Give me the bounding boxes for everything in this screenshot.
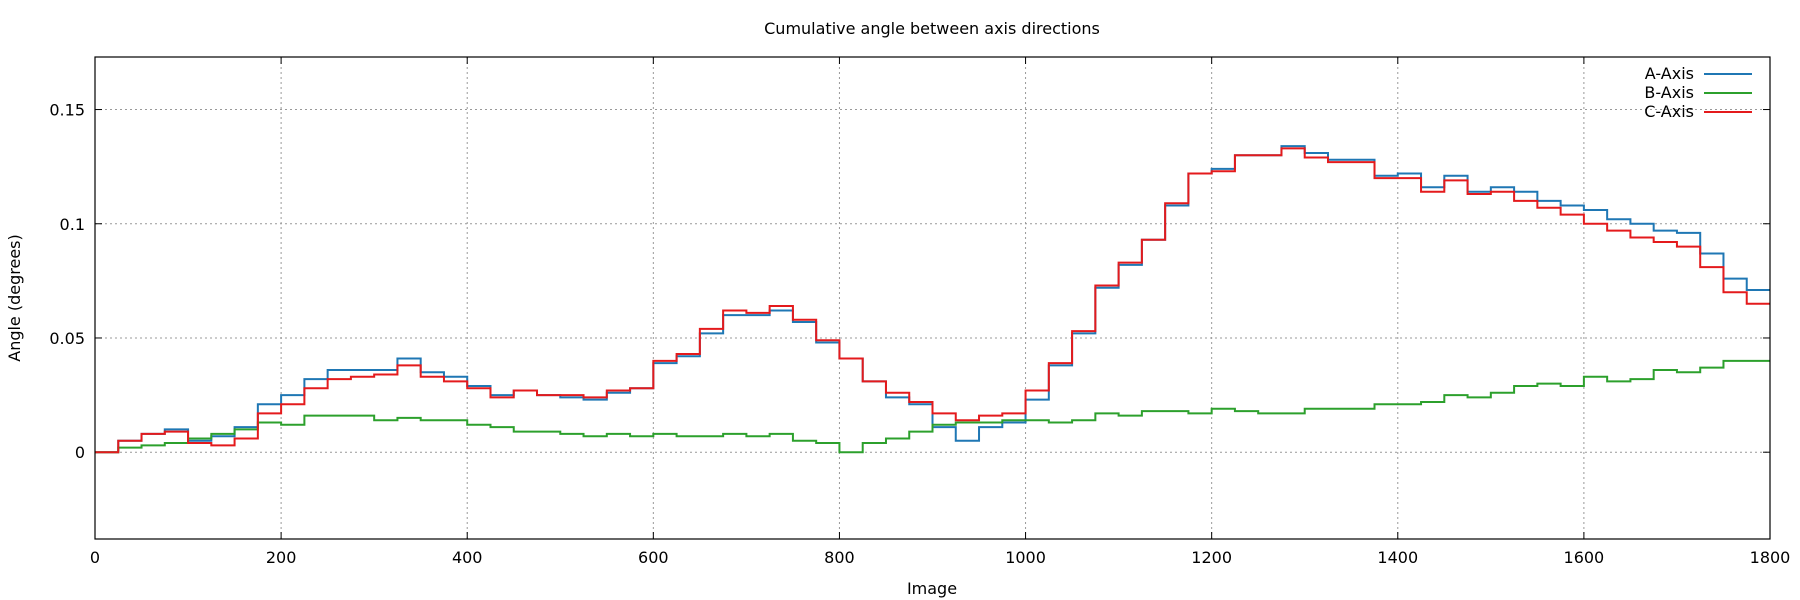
x-tick-label: 1200: [1191, 548, 1232, 567]
x-tick-label: 1000: [1005, 548, 1046, 567]
legend-label-c-axis: C-Axis: [1644, 102, 1694, 121]
y-tick-labels: 0 0.05 0.1 0.15: [49, 101, 85, 463]
x-tick-label: 400: [452, 548, 483, 567]
x-tick-label: 600: [638, 548, 669, 567]
y-axis-title: Angle (degrees): [5, 234, 24, 362]
y-tick-label: 0.05: [49, 329, 85, 348]
series-line-c-axis: [95, 147, 1770, 454]
chart-title: Cumulative angle between axis directions: [764, 19, 1100, 38]
plot-frame: [94, 56, 1771, 540]
x-axis-title: Image: [907, 579, 957, 598]
y-tick-label: 0: [75, 443, 85, 462]
x-tick-label: 1600: [1564, 548, 1605, 567]
grid-layer: [94, 57, 1771, 539]
y-tick-label: 0.1: [60, 215, 85, 234]
x-tick-label: 0: [90, 548, 100, 567]
legend-label-b-axis: B-Axis: [1644, 83, 1694, 102]
legend-label-a-axis: A-Axis: [1645, 64, 1694, 83]
series-line-b-axis: [95, 359, 1770, 454]
x-tick-label: 1800: [1750, 548, 1791, 567]
y-tick-label: 0.15: [49, 101, 85, 120]
x-tick-label: 800: [824, 548, 855, 567]
x-tick-label: 200: [266, 548, 297, 567]
series-layer: [95, 145, 1770, 454]
x-tick-label: 1400: [1377, 548, 1418, 567]
x-tick-labels: 0 200 400 600 800 1000 1200 1400 1600 1800: [90, 548, 1790, 567]
